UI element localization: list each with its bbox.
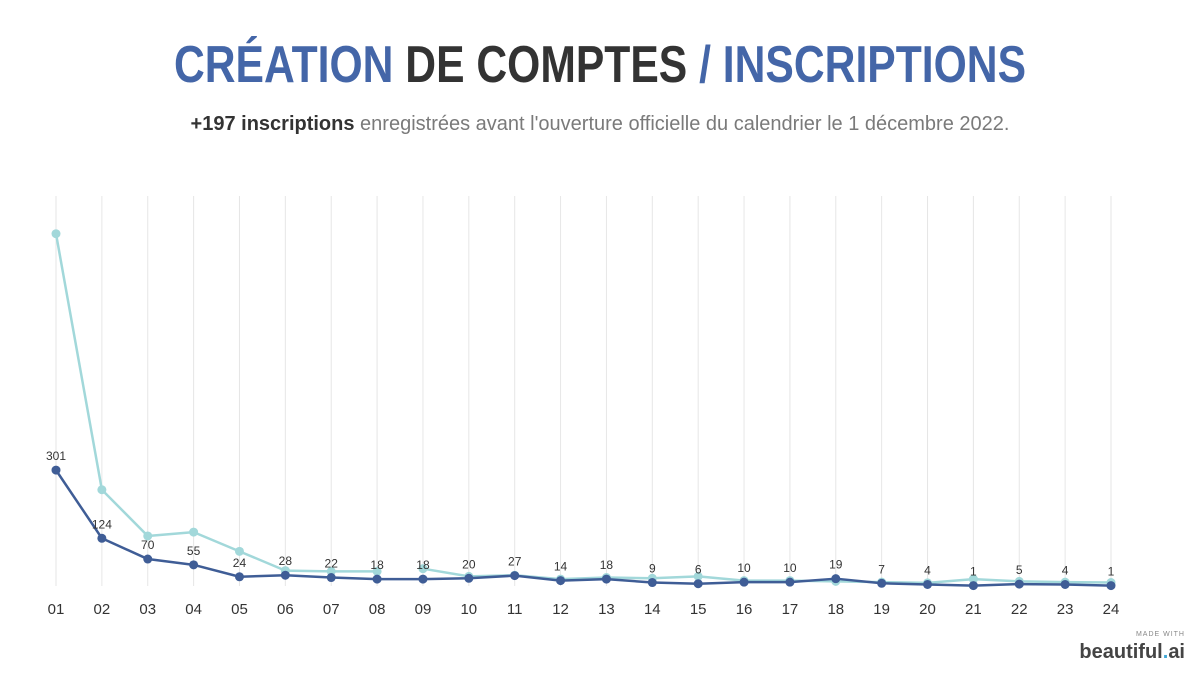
brand-name-main: beautiful xyxy=(1079,641,1163,663)
x-tick-label: 14 xyxy=(644,601,661,618)
data-point xyxy=(877,578,887,588)
data-label: 10 xyxy=(737,561,751,575)
data-point xyxy=(968,581,978,591)
data-point xyxy=(189,560,199,570)
data-point xyxy=(1014,579,1024,589)
data-label: 24 xyxy=(233,556,247,570)
data-label: 1 xyxy=(1108,565,1115,579)
x-tick-label: 15 xyxy=(690,601,707,618)
x-tick-label: 01 xyxy=(48,601,65,618)
series-line xyxy=(54,233,378,573)
data-point xyxy=(372,566,382,576)
series-line xyxy=(54,469,1112,587)
x-tick-label: 10 xyxy=(460,601,477,618)
data-label: 1 xyxy=(970,565,977,579)
data-point xyxy=(51,229,61,239)
data-label: 19 xyxy=(829,558,843,572)
data-label: 9 xyxy=(649,562,656,576)
data-point xyxy=(51,465,61,475)
x-tick-label: 22 xyxy=(1011,601,1028,618)
data-point xyxy=(1106,581,1116,591)
data-point xyxy=(418,574,428,584)
x-tick-label: 24 xyxy=(1103,601,1120,618)
data-label: 22 xyxy=(325,557,339,571)
data-point xyxy=(1060,579,1070,589)
data-point xyxy=(97,533,107,543)
data-point xyxy=(556,576,566,586)
data-label: 4 xyxy=(924,563,931,577)
data-label: 28 xyxy=(279,554,293,568)
x-tick-label: 06 xyxy=(277,601,294,618)
data-point xyxy=(143,554,153,564)
data-point xyxy=(464,573,474,583)
data-point xyxy=(280,570,290,580)
data-label: 55 xyxy=(187,544,201,558)
data-point xyxy=(693,571,703,581)
data-label: 70 xyxy=(141,538,155,552)
x-tick-label: 23 xyxy=(1057,601,1074,618)
x-tick-label: 05 xyxy=(231,601,248,618)
data-point xyxy=(143,531,153,541)
data-label: 18 xyxy=(370,558,384,572)
data-label: 18 xyxy=(600,558,614,572)
data-point xyxy=(510,571,520,581)
data-point xyxy=(739,577,749,587)
x-tick-label: 07 xyxy=(323,601,340,618)
data-point xyxy=(968,574,978,584)
made-with-label: MADE WITH xyxy=(1135,631,1185,638)
data-point xyxy=(372,574,382,584)
chart-title: CRÉATION DE COMPTES / INSCRIPTIONS xyxy=(108,34,1092,96)
title-part-3: / INSCRIPTIONS xyxy=(699,36,1027,94)
x-tick-label: 17 xyxy=(782,601,799,618)
data-label: 7 xyxy=(878,562,885,576)
x-tick-label: 12 xyxy=(552,601,569,618)
data-point xyxy=(326,573,336,583)
x-tick-label: 19 xyxy=(873,601,890,618)
title-part-1: CRÉATION xyxy=(173,36,394,94)
data-point xyxy=(647,578,657,588)
x-tick-label: 16 xyxy=(736,601,753,618)
data-label: 20 xyxy=(462,557,476,571)
x-tick-label: 13 xyxy=(598,601,615,618)
data-point xyxy=(831,574,841,584)
chart-subtitle: +197 inscriptions enregistrées avant l'o… xyxy=(0,111,1200,137)
data-point xyxy=(234,572,244,582)
brand-name: beautiful.ai xyxy=(1079,641,1185,663)
data-label: 27 xyxy=(508,555,522,569)
data-label: 301 xyxy=(46,449,66,463)
data-label: 124 xyxy=(92,517,112,531)
x-tick-label: 20 xyxy=(919,601,936,618)
data-label: 14 xyxy=(554,560,568,574)
title-part-2: DE COMPTES xyxy=(393,36,700,94)
data-point xyxy=(785,577,795,587)
brand-name-dot: . xyxy=(1162,641,1169,663)
data-label: 10 xyxy=(783,561,797,575)
data-point xyxy=(234,546,244,556)
data-label: 18 xyxy=(416,558,430,572)
x-tick-label: 08 xyxy=(369,601,386,618)
data-point xyxy=(418,564,428,574)
brand-logo: MADE WITH beautiful.ai xyxy=(1079,631,1185,663)
data-label: 4 xyxy=(1062,563,1069,577)
x-tick-label: 18 xyxy=(827,601,844,618)
data-point xyxy=(693,579,703,589)
brand-name-suffix: ai xyxy=(1168,641,1185,663)
x-tick-label: 21 xyxy=(965,601,982,618)
x-tick-label: 04 xyxy=(185,601,202,618)
x-tick-label: 02 xyxy=(94,601,111,618)
subtitle-text: enregistrées avant l'ouverture officiell… xyxy=(354,113,1010,135)
data-label: 6 xyxy=(695,563,702,577)
data-point xyxy=(601,574,611,584)
x-tick-label: 03 xyxy=(139,601,156,618)
data-point xyxy=(97,485,107,495)
data-point xyxy=(189,527,199,537)
data-label: 5 xyxy=(1016,563,1023,577)
x-tick-label: 09 xyxy=(415,601,432,618)
subtitle-highlight: +197 inscriptions xyxy=(190,113,355,135)
x-tick-label: 11 xyxy=(507,601,523,618)
data-point xyxy=(923,579,933,589)
data-point xyxy=(326,566,336,576)
